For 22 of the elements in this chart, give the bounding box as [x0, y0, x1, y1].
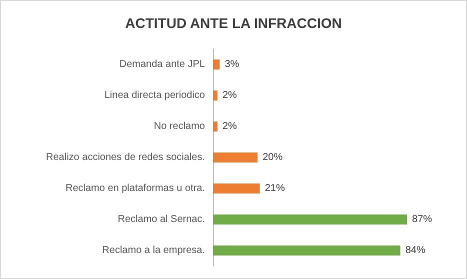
y-tick-label: Linea directa periodico	[104, 90, 206, 101]
y-tick-label: Reclamo a la empresa.	[102, 245, 205, 256]
data-label: 2%	[222, 90, 238, 101]
bar	[213, 184, 260, 194]
y-tick-label: Reclamo al Sernac.	[118, 214, 205, 225]
bar	[213, 60, 220, 70]
bar	[213, 90, 218, 100]
y-tick-label: Reclamo en plataformas u otra.	[65, 183, 205, 194]
y-tick-label: Demanda ante JPL	[119, 59, 206, 70]
bar	[213, 122, 218, 132]
y-tick-label: Realizo acciones de redes sociales.	[46, 152, 205, 163]
data-label: 2%	[222, 121, 238, 132]
data-label: 20%	[262, 152, 283, 163]
data-label: 21%	[264, 183, 285, 194]
bar	[213, 246, 400, 256]
bar	[213, 214, 408, 224]
y-tick-label: No reclamo	[154, 121, 206, 132]
data-label: 84%	[405, 245, 426, 256]
bar	[213, 152, 258, 162]
data-label: 87%	[412, 214, 432, 225]
data-label: 3%	[224, 59, 240, 70]
chart-title: ACTITUD ANTE LA INFRACCION	[125, 15, 342, 31]
